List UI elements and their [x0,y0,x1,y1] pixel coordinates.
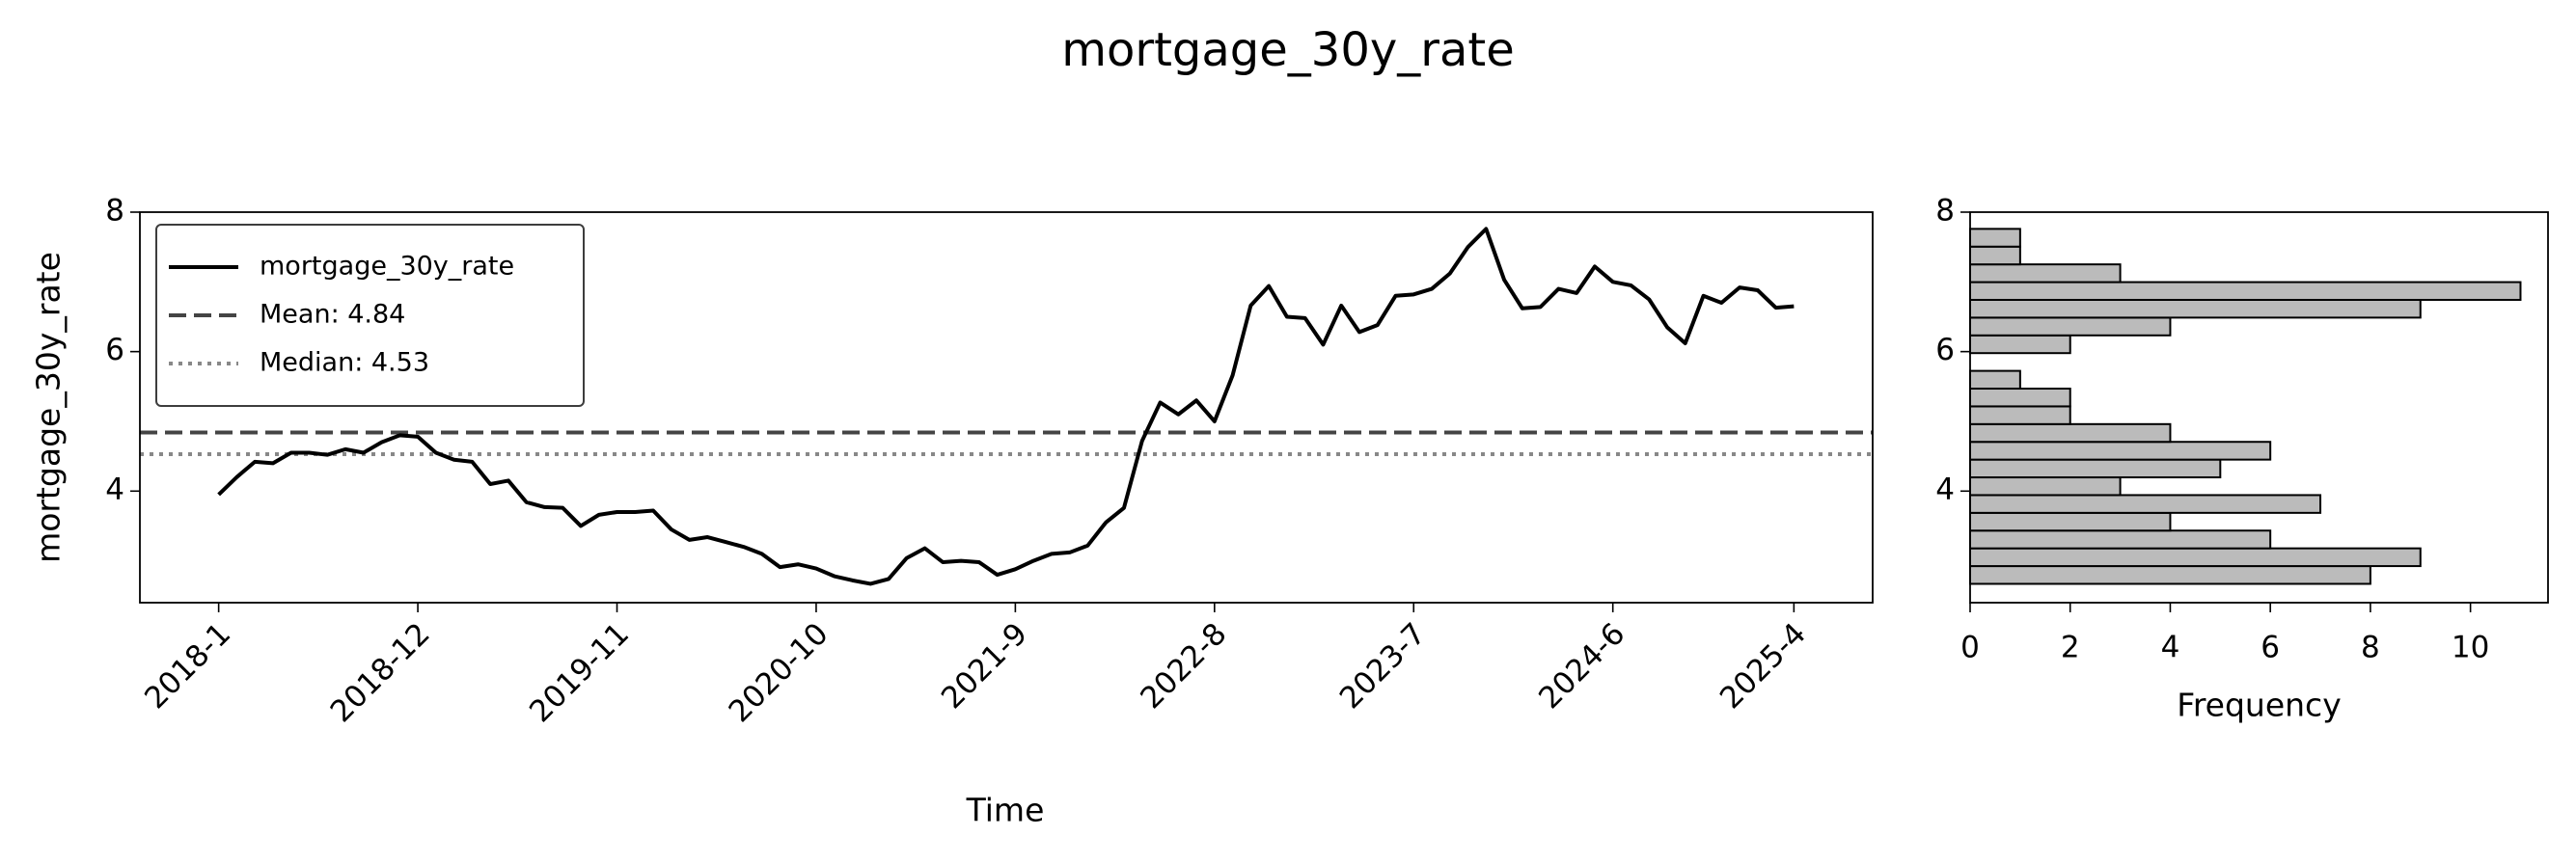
axes-frame [139,211,1874,604]
histogram-bar [1969,422,2172,444]
legend-box [155,224,585,407]
histogram-bar [1969,334,2071,355]
x-axis-label: Time [966,792,1045,829]
legend-label: Mean: 4.84 [260,300,405,330]
x-tick-label: 10 [2452,631,2489,665]
histogram-bar [1969,263,2122,284]
histogram-bar [1969,547,2422,568]
x-tick-label: 6 [2261,631,2280,665]
histogram-bar [1969,245,2021,266]
histogram-bar [1969,405,2071,425]
histogram-bar [1969,281,2522,301]
x-tick-label: 0 [1960,631,1980,665]
histogram-bar [1969,494,2322,514]
y-tick-label: 4 [105,472,124,507]
y-axis-label: mortgage_30y_rate [30,252,68,563]
histogram-bar [1969,228,2021,248]
histogram-bar [1969,316,2172,337]
y-tick-label: 4 [1935,472,1955,507]
x-tick-label: 4 [2161,631,2180,665]
y-tick-label: 8 [1935,194,1955,229]
data-line [217,227,1795,586]
x-tick-label: 2 [2061,631,2080,665]
histogram-bar [1969,458,2222,479]
histogram-bar [1969,529,2272,550]
y-tick-label: 6 [1935,333,1955,367]
y-tick-label: 8 [105,194,124,229]
histogram-bar [1969,388,2071,408]
histogram-bar [1969,511,2172,532]
histogram-bar [1969,298,2422,319]
legend-label: Median: 4.53 [260,348,429,378]
figure-title: mortgage_30y_rate [1061,23,1515,77]
histogram-bar [1969,369,2021,391]
histogram-bar [1969,441,2272,461]
x-axis-label: Frequency [2177,687,2341,724]
y-tick-label: 6 [105,333,124,367]
histogram-bar [1969,476,2122,497]
x-tick-label: 8 [2361,631,2380,665]
histogram-bar [1969,565,2371,585]
axes-frame [1969,211,2549,604]
legend-label: mortgage_30y_rate [260,252,514,282]
